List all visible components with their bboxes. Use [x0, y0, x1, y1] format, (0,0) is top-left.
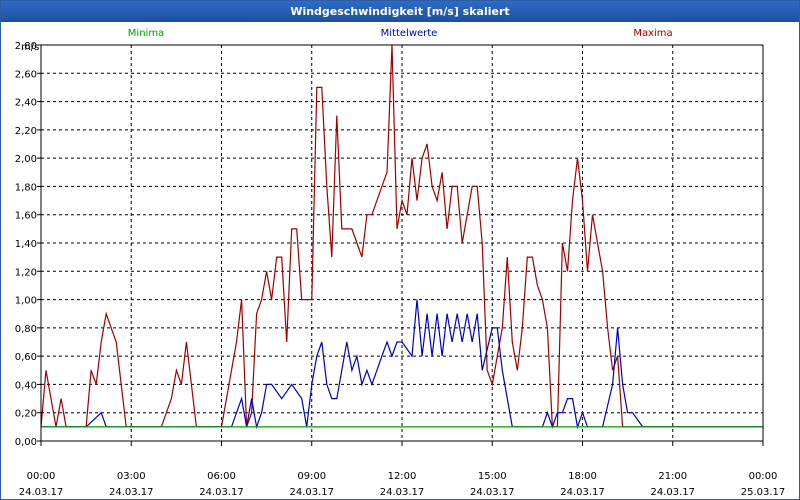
- y-tick-labels: 0,00 0,20 0,40 0,60 0,80 1,00 1,20 1,40 1,60 1,80…: [15, 41, 41, 448]
- y-tick-label: 0,80: [15, 324, 37, 335]
- series-line-mittelwerte: [41, 299, 763, 430]
- x-tick-date: 24.03.17: [19, 487, 64, 498]
- y-axis-unit: m/s: [21, 42, 39, 53]
- x-tick-date: 24.03.17: [650, 487, 695, 498]
- legend-maxima: Maxima: [633, 28, 672, 39]
- y-tick-label: 2,60: [15, 69, 37, 80]
- y-tick-label: 1,80: [15, 182, 37, 193]
- y-tick-label: 2,20: [15, 126, 37, 137]
- y-tick-label: 0,20: [15, 409, 37, 420]
- y-tick-label: 1,40: [15, 239, 37, 250]
- x-tick-date: 24.03.17: [560, 487, 605, 498]
- x-tick-time: 18:00: [568, 471, 597, 482]
- x-tick-time: 12:00: [388, 471, 417, 482]
- y-tick-label: 1,20: [15, 267, 37, 278]
- legend-mittelwerte: Mittelwerte: [381, 28, 438, 39]
- y-tick-label: 1,00: [15, 296, 37, 307]
- x-tick-labels: 00:00 24.03.17 03:00 24.03.17 06:00 24.03.17 0…: [19, 441, 786, 498]
- y-tick-label: 0,40: [15, 380, 37, 391]
- y-tick-label: 2,80: [15, 41, 37, 52]
- plot-frame: [40, 44, 764, 442]
- y-tick-label: 0,00: [15, 437, 37, 448]
- x-tick-time: 06:00: [207, 471, 236, 482]
- x-tick-date: 24.03.17: [470, 487, 515, 498]
- x-tick-date: 24.03.17: [289, 487, 334, 498]
- y-tick-label: 2,40: [15, 98, 37, 109]
- legend-minima: Minima: [128, 28, 164, 39]
- x-tick-date: 24.03.17: [199, 487, 244, 498]
- x-tick-date: 24.03.17: [109, 487, 154, 498]
- x-tick-date: 24.03.17: [380, 487, 425, 498]
- x-tick-time: 15:00: [478, 471, 507, 482]
- x-tick-date: 25.03.17: [741, 487, 786, 498]
- y-tick-label: 1,60: [15, 211, 37, 222]
- grid-lines: [41, 45, 763, 441]
- x-tick-time: 21:00: [658, 471, 687, 482]
- chart-title: Windgeschwindigkeit [m/s] skaliert: [1, 1, 799, 22]
- series-lines: [40, 44, 763, 430]
- x-tick-time: 09:00: [297, 471, 326, 482]
- y-tick-label: 2,00: [15, 154, 37, 165]
- x-tick-time: 03:00: [117, 471, 146, 482]
- x-tick-time: 00:00: [27, 471, 56, 482]
- y-tick-label: 0,60: [15, 352, 37, 363]
- x-tick-time: 00:00: [749, 471, 778, 482]
